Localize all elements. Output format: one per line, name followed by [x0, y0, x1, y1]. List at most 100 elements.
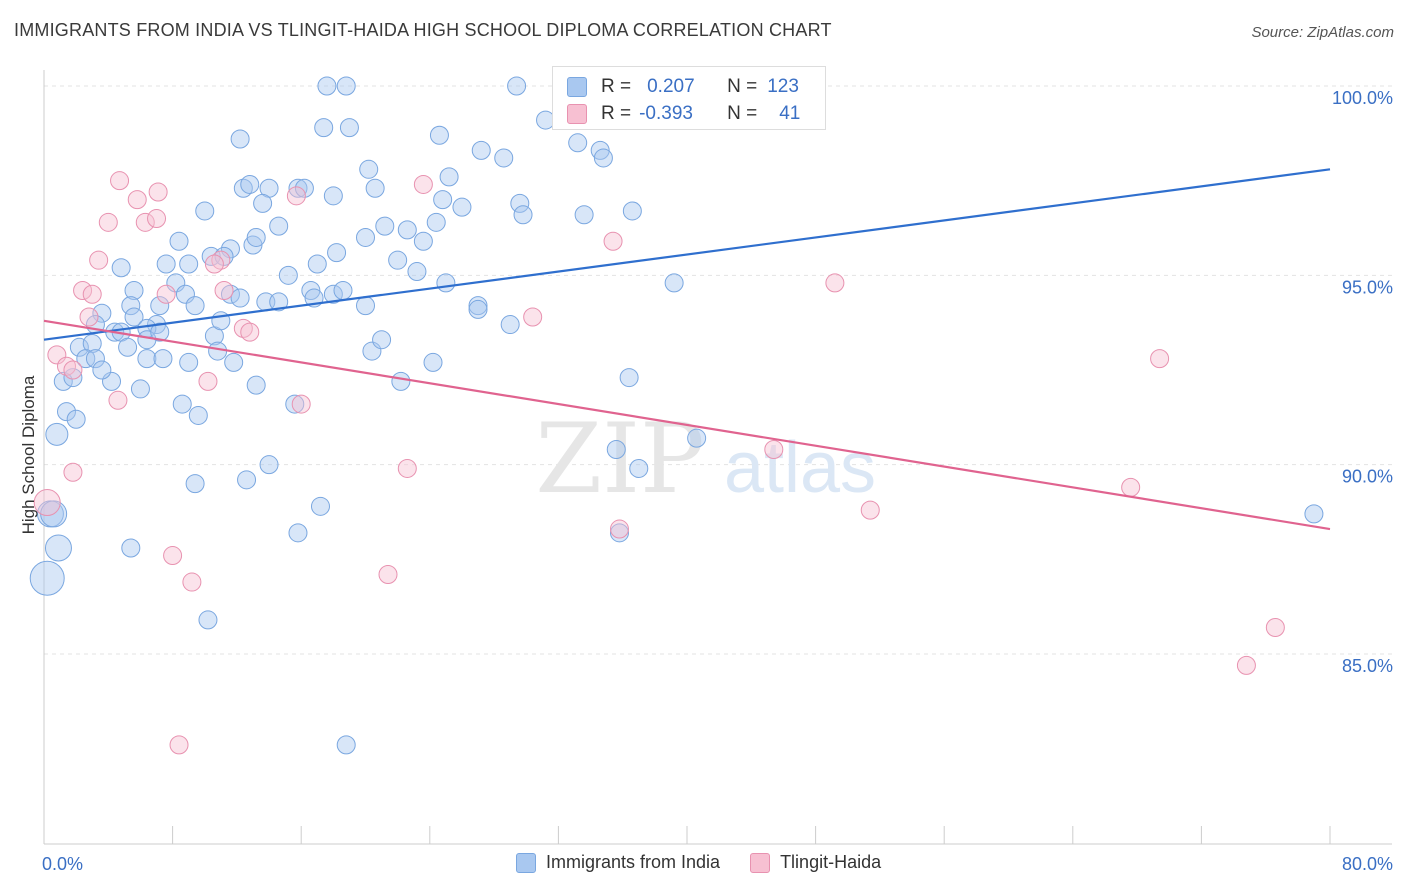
point-tlingit [1236, 655, 1256, 675]
grid-lines [44, 85, 1392, 655]
point-india [195, 201, 215, 221]
point-india [85, 349, 105, 369]
point-india [44, 534, 72, 562]
x-tick-label: 0.0% [42, 854, 83, 874]
watermark-zip: ZIP [535, 403, 704, 515]
point-india [336, 735, 356, 755]
point-india [629, 458, 649, 478]
point-india [246, 227, 266, 247]
point-india [288, 178, 308, 198]
y-tick-label: 85.0% [1342, 656, 1393, 676]
point-india [240, 174, 260, 194]
point-india [185, 474, 205, 494]
point-india [220, 284, 240, 304]
point-india [606, 440, 626, 460]
point-india [224, 352, 244, 372]
point-tlingit [1150, 349, 1170, 369]
point-india [179, 254, 199, 274]
point-india [413, 231, 433, 251]
point-india [1304, 504, 1324, 524]
point-india [29, 560, 65, 596]
point-tlingit [378, 564, 398, 584]
point-india [66, 409, 86, 429]
point-india [471, 140, 491, 160]
point-india [397, 220, 417, 240]
point-india [407, 262, 427, 282]
legend-label-tlingit: Tlingit-Haida [780, 852, 882, 872]
point-india [172, 394, 192, 414]
point-india [436, 273, 456, 293]
point-tlingit [286, 186, 306, 206]
point-tlingit [57, 356, 77, 376]
point-india [314, 118, 334, 138]
point-india [121, 296, 141, 316]
point-india [150, 322, 170, 342]
point-tlingit [198, 371, 218, 391]
point-india [510, 193, 530, 213]
point-india [121, 538, 141, 558]
source-label: Source: ZipAtlas.com [1251, 24, 1394, 41]
point-india [69, 337, 89, 357]
point-tlingit [33, 489, 61, 517]
point-india [513, 205, 533, 225]
point-tlingit [413, 174, 433, 194]
point-india [301, 280, 321, 300]
point-india [356, 227, 375, 247]
legend-item-tlingit[interactable]: Tlingit-Haida [750, 852, 881, 873]
point-india [124, 280, 144, 300]
point-tlingit [204, 254, 224, 274]
point-india [214, 246, 234, 266]
x-tick-label: 80.0% [1342, 854, 1393, 874]
point-india [269, 292, 289, 312]
point-india [118, 337, 138, 357]
legend-item-india[interactable]: Immigrants from India [516, 852, 720, 873]
point-india [429, 125, 449, 145]
watermark-atlas: atlas [724, 428, 876, 508]
n-label: N = [727, 76, 758, 97]
point-india [237, 470, 257, 490]
point-india [278, 265, 298, 285]
point-tlingit [135, 212, 155, 232]
point-tlingit [163, 546, 183, 566]
point-tlingit [1265, 617, 1285, 637]
point-tlingit [63, 360, 83, 380]
point-tlingit [211, 250, 231, 270]
point-india [339, 118, 359, 138]
point-india [507, 76, 527, 96]
point-india [243, 235, 263, 255]
r-label: R = [601, 76, 632, 97]
point-india [137, 349, 157, 369]
point-india [327, 243, 347, 263]
point-india [593, 148, 613, 168]
point-india [333, 280, 353, 300]
point-india [372, 330, 392, 350]
point-tlingit [148, 182, 168, 202]
point-india [619, 368, 639, 388]
point-india [198, 610, 218, 630]
y-axis-label: High School Diploma [19, 375, 38, 534]
point-india [246, 375, 266, 395]
bottom-legend: Immigrants from India Tlingit-Haida [516, 852, 911, 873]
point-india [294, 178, 314, 198]
point-india [253, 193, 273, 213]
point-india [76, 349, 96, 369]
point-tlingit [240, 322, 260, 342]
point-india [388, 250, 408, 270]
point-india [230, 288, 250, 308]
point-tlingit [825, 273, 845, 293]
tick-labels: 100.0% 95.0% 90.0% 85.0% 0.0% 80.0% [42, 88, 1393, 874]
stats-row-india: R = 0.207 N = 123 [567, 75, 799, 99]
point-tlingit [397, 458, 417, 478]
point-india [568, 133, 588, 153]
point-tlingit [108, 390, 128, 410]
r-value: -0.393 [639, 103, 693, 124]
legend-label-india: Immigrants from India [546, 852, 721, 872]
point-tlingit [73, 280, 93, 300]
point-india [426, 212, 446, 232]
point-tlingit [156, 284, 176, 304]
y-tick-label: 95.0% [1342, 277, 1393, 297]
point-india [124, 307, 144, 327]
point-india [150, 296, 170, 316]
point-india [433, 190, 453, 210]
point-india [153, 349, 173, 369]
